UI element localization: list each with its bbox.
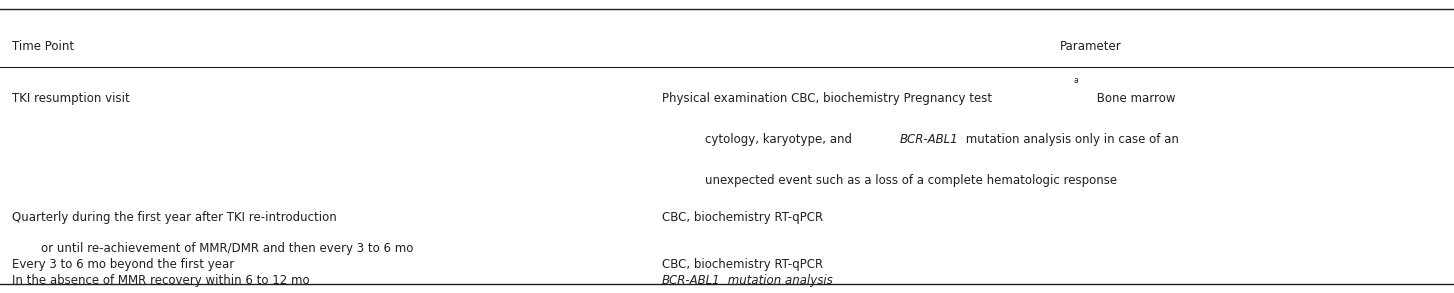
Text: In the absence of MMR recovery within 6 to 12 mo: In the absence of MMR recovery within 6 … <box>12 274 310 287</box>
Text: Time Point: Time Point <box>12 40 74 52</box>
Text: a: a <box>1075 76 1079 85</box>
Text: CBC, biochemistry RT-qPCR: CBC, biochemistry RT-qPCR <box>662 258 823 271</box>
Text: Physical examination CBC, biochemistry Pregnancy test: Physical examination CBC, biochemistry P… <box>662 92 992 105</box>
Text: Parameter: Parameter <box>1060 40 1121 52</box>
Text: TKI resumption visit: TKI resumption visit <box>12 92 129 105</box>
Text: Quarterly during the first year after TKI re-introduction: Quarterly during the first year after TK… <box>12 211 336 224</box>
Text: Every 3 to 6 mo beyond the first year: Every 3 to 6 mo beyond the first year <box>12 258 234 271</box>
Text: or until re-achievement of MMR/DMR and then every 3 to 6 mo: or until re-achievement of MMR/DMR and t… <box>41 242 413 255</box>
Text: unexpected event such as a loss of a complete hematologic response: unexpected event such as a loss of a com… <box>705 174 1117 187</box>
Text: BCR-ABL1: BCR-ABL1 <box>900 133 958 146</box>
Text: cytology, karyotype, and: cytology, karyotype, and <box>705 133 856 146</box>
Text: mutation analysis only in case of an: mutation analysis only in case of an <box>963 133 1179 146</box>
Text: BCR-ABL1: BCR-ABL1 <box>662 274 720 287</box>
Text: Bone marrow: Bone marrow <box>1093 92 1176 105</box>
Text: CBC, biochemistry RT-qPCR: CBC, biochemistry RT-qPCR <box>662 211 823 224</box>
Text: mutation analysis: mutation analysis <box>724 274 833 287</box>
